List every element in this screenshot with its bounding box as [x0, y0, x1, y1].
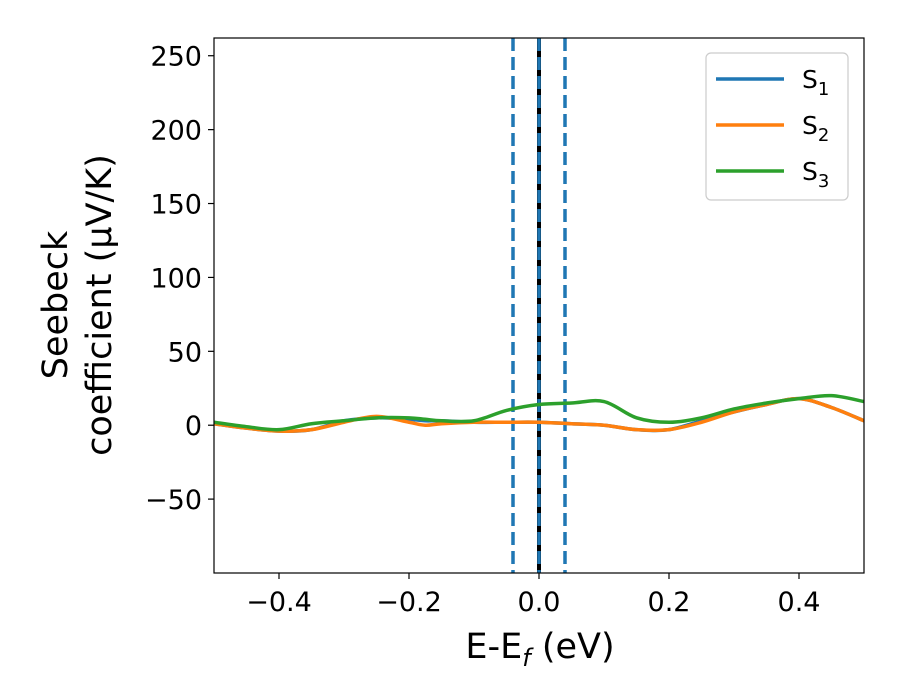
series-line-s2 — [214, 396, 864, 433]
y-tick-label: −50 — [145, 485, 202, 516]
x-tick-label: 0.2 — [648, 587, 691, 618]
series-line-s3 — [214, 393, 864, 432]
reference-lines — [511, 38, 567, 573]
legend-label-s3: S3 — [802, 157, 829, 192]
y-axis-title-line2: coefficient (μV/K) — [80, 154, 120, 456]
x-tick-label: −0.2 — [376, 587, 442, 618]
legend: S1 S2 S3 — [705, 52, 849, 201]
y-tick-label: 50 — [168, 337, 202, 368]
series-lines — [214, 393, 864, 433]
y-axis-title: Seebeck coefficient (μV/K) — [36, 154, 120, 456]
y-tick-label: 0 — [185, 411, 202, 442]
y-tick-label: 250 — [150, 42, 202, 73]
y-axis-title-line1: Seebeck — [36, 230, 76, 379]
y-tick-label: 200 — [150, 116, 202, 147]
x-tick-label: 0.4 — [778, 587, 821, 618]
legend-label-s1: S1 — [802, 65, 829, 100]
y-tick-label: 100 — [150, 263, 202, 294]
y-tick-label: 150 — [150, 190, 202, 221]
x-axis-ticks: −0.4 −0.2 0.0 0.2 0.4 — [246, 573, 820, 618]
x-tick-label: −0.4 — [246, 587, 312, 618]
legend-label-s2: S2 — [802, 111, 829, 146]
x-axis-title: E-Ef (eV) — [465, 627, 614, 672]
x-tick-label: 0.0 — [518, 587, 561, 618]
y-axis-ticks: −50 0 50 100 150 200 250 — [145, 42, 214, 516]
